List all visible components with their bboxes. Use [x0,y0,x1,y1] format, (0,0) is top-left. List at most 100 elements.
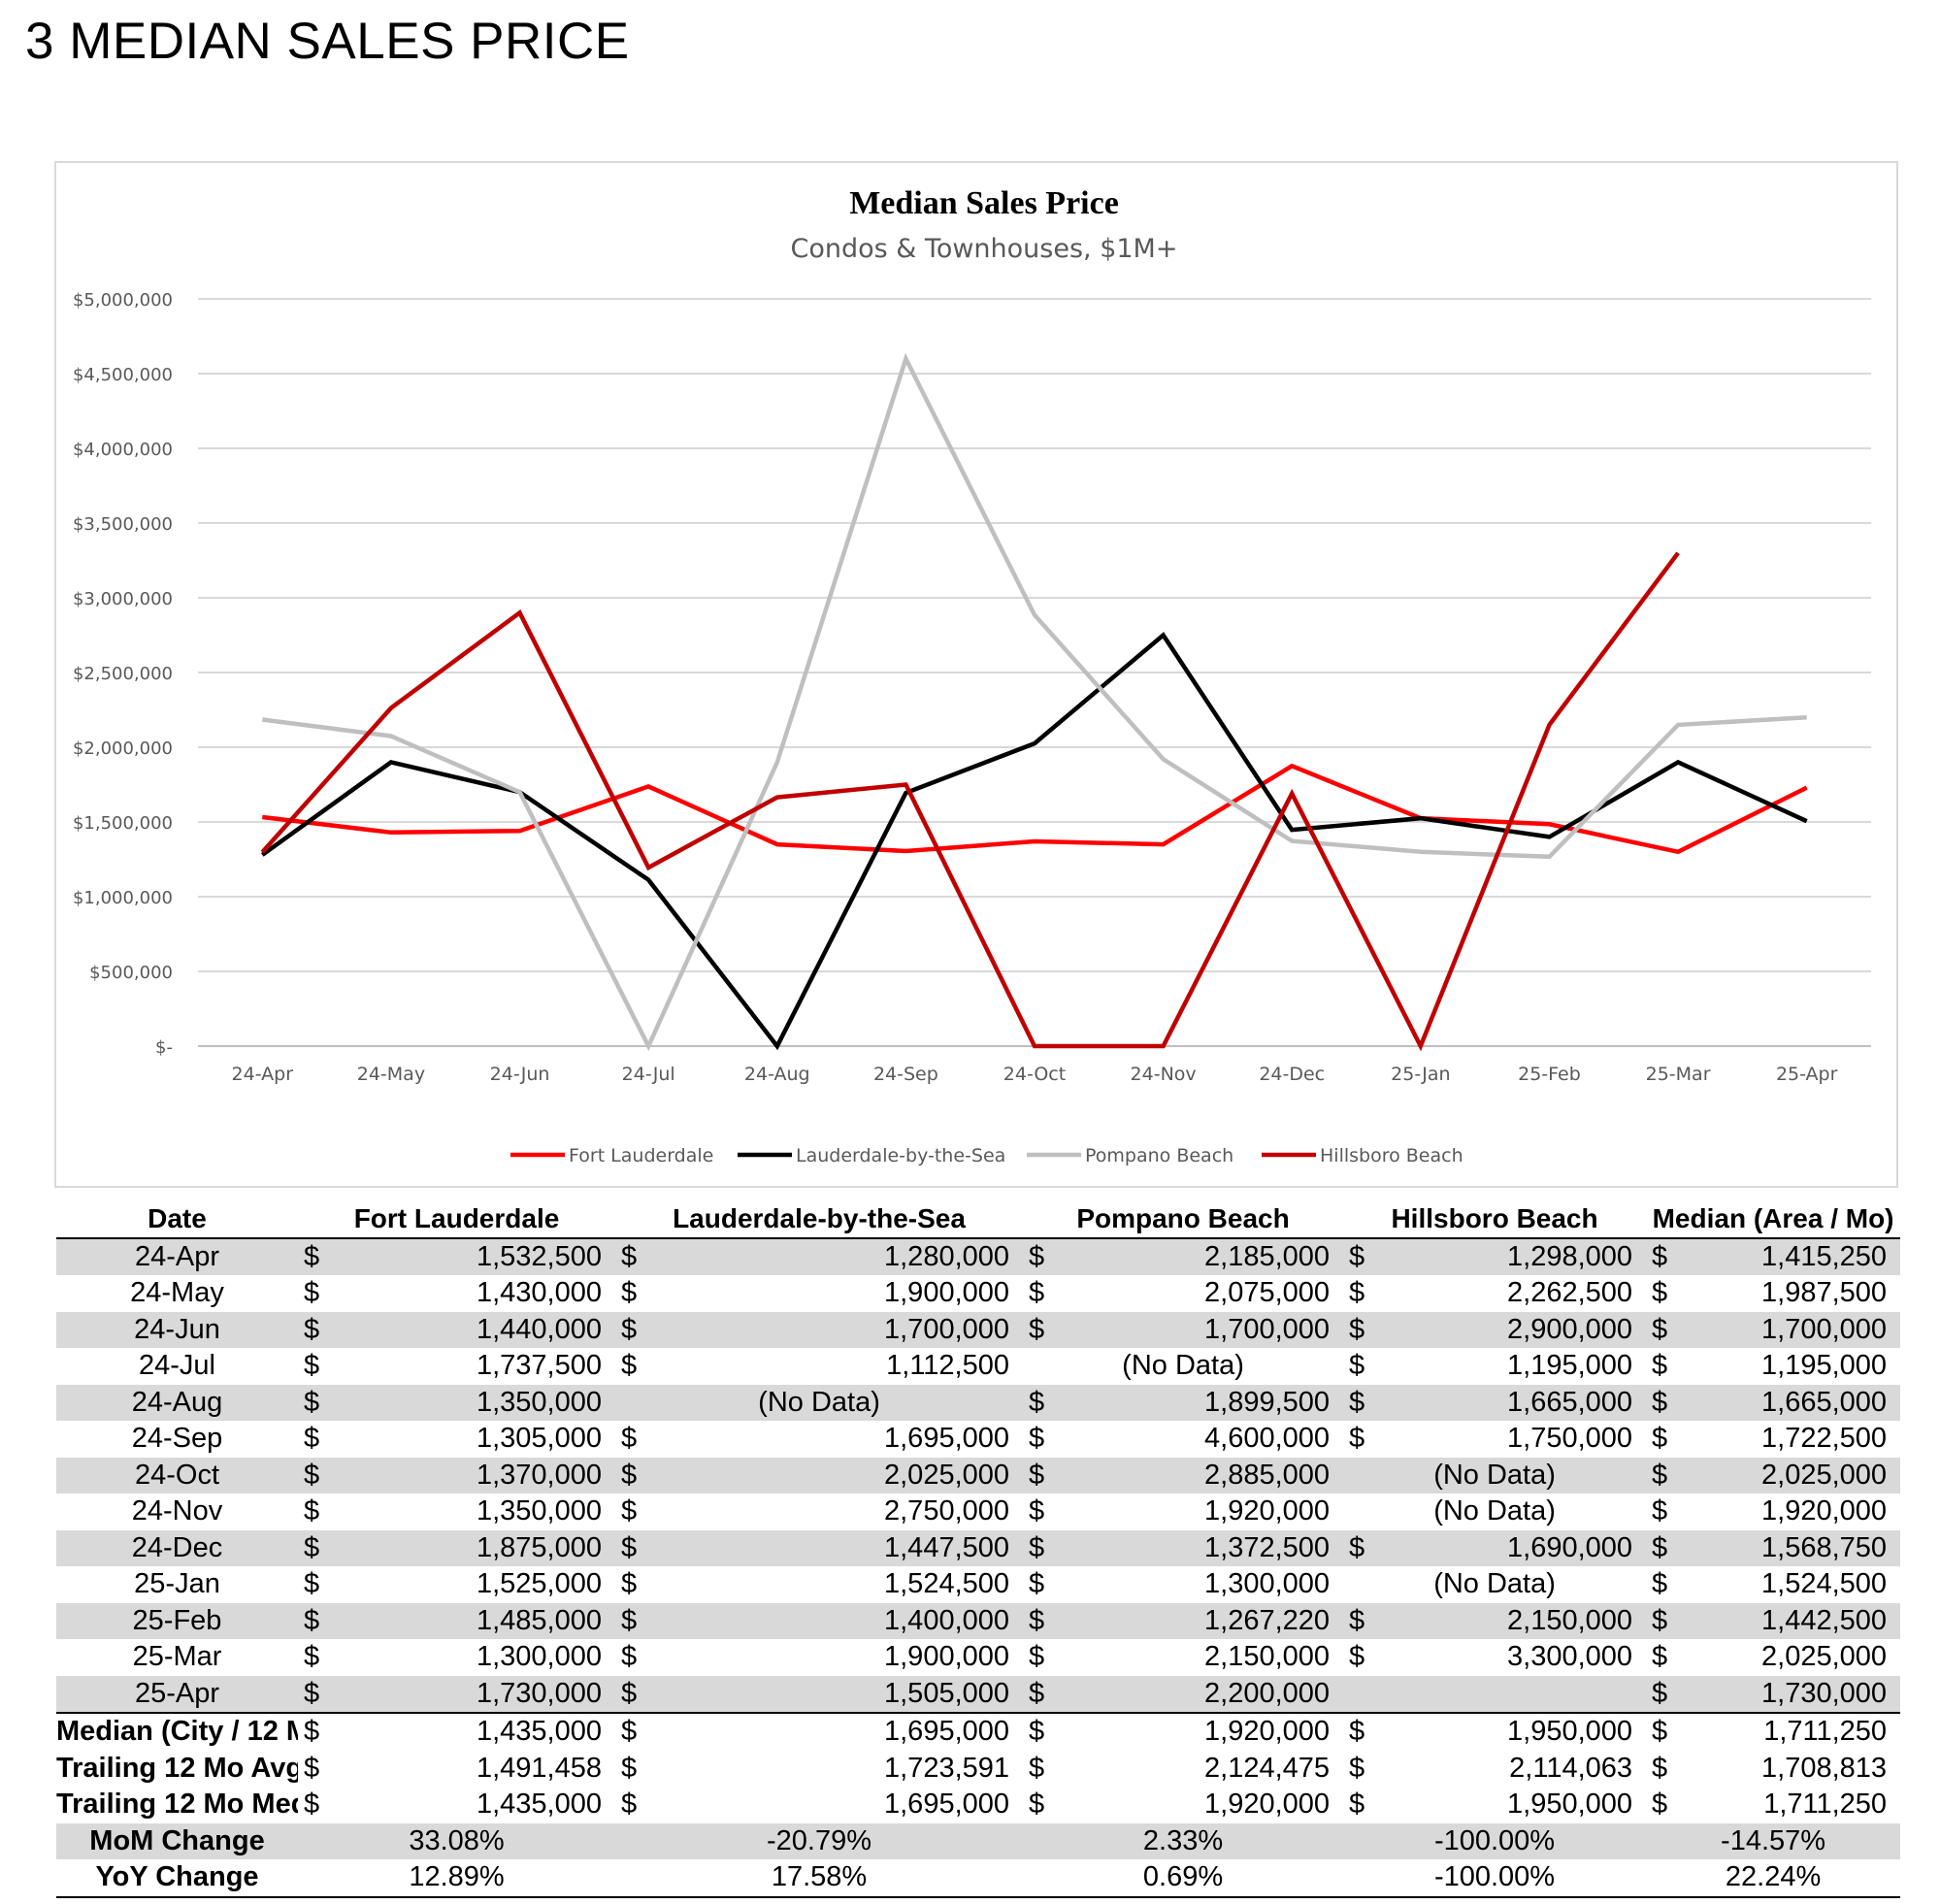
y-tick-label: $500,000 [89,963,173,983]
row-date: 25-Apr [134,1677,220,1709]
row-date: 24-Aug [131,1386,223,1418]
value-cell: 1,730,000 [476,1677,602,1709]
currency-symbol: $ [621,1313,638,1345]
value-cell: 1,700,000 [1761,1313,1888,1345]
header-fort-lauderdale: Fort Lauderdale [353,1203,560,1234]
table-header-row: Date Fort Lauderdale Lauderdale-by-the-S… [56,1200,1901,1238]
currency-symbol: $ [1029,1531,1045,1563]
currency-symbol: $ [1029,1313,1045,1345]
table-row: 25-Feb $1,485,000 $1,400,000 $1,267,220 $2,1… [56,1602,1901,1639]
currency-symbol: $ [1652,1752,1668,1784]
change-row: YoY Change 12.89% 17.58% 0.69% -100.00% 22.24… [56,1859,1901,1897]
currency-symbol: $ [304,1459,320,1491]
change-value: 0.69% [1142,1861,1224,1893]
change-value: 12.89% [409,1861,505,1893]
chart-subtitle: Condos & Townhouses, $1M+ [791,234,1178,264]
value-cell: 1,280,000 [884,1240,1010,1272]
value-cell: 1,350,000 [476,1495,602,1527]
x-tick-label: 24-Jul [622,1064,675,1085]
line-chart: Median Sales Price Condos & Townhouses, … [73,185,1871,1166]
value-cell: 2,885,000 [1204,1459,1331,1491]
value-cell: 1,447,500 [884,1531,1010,1563]
x-tick-label: 24-Dec [1259,1064,1325,1085]
x-tick-label: 24-Aug [744,1064,810,1085]
value-cell: 3,300,000 [1507,1641,1633,1673]
currency-symbol: $ [1029,1386,1045,1418]
value-cell: 1,875,000 [476,1531,602,1563]
row-date: 24-Jul [139,1350,215,1382]
y-tick-label: $3,000,000 [73,589,173,609]
currency-symbol: $ [304,1568,320,1600]
change-value: 2.33% [1142,1824,1224,1856]
value-cell: 1,900,000 [884,1641,1010,1673]
value-cell: 1,700,000 [884,1313,1010,1345]
currency-symbol: $ [1349,1240,1365,1272]
currency-symbol: $ [1029,1677,1045,1709]
currency-symbol: $ [1029,1604,1045,1636]
x-tick-label: 25-Apr [1776,1064,1838,1085]
currency-symbol: $ [1029,1568,1045,1600]
currency-symbol: $ [621,1604,638,1636]
currency-symbol: $ [1652,1716,1668,1748]
row-date: 24-Nov [131,1495,223,1527]
legend-item: Fort Lauderdale [510,1145,713,1166]
series-line-hillsboro-beach [260,551,1680,1052]
currency-symbol: $ [1029,1789,1045,1821]
change-row: MoM Change 33.08% -20.79% 2.33% -100.00% -14.… [56,1822,1901,1859]
value-cell: 1,722,500 [1761,1423,1888,1455]
currency-symbol: $ [1652,1423,1668,1455]
currency-symbol: $ [304,1495,320,1527]
currency-symbol: $ [1652,1459,1668,1491]
table-row: 24-Apr $1,532,500 $1,280,000 $2,185,000 $1,2… [56,1237,1901,1275]
value-cell: 2,185,000 [1204,1240,1331,1272]
value-cell: 2,150,000 [1204,1641,1331,1673]
legend-label: Pompano Beach [1085,1145,1233,1166]
currency-symbol: $ [1652,1641,1668,1673]
currency-symbol: $ [621,1677,638,1709]
value-cell: 1,711,250 [1763,1716,1888,1748]
summary-row: Trailing 12 Mo Med $1,435,000 $1,695,000 $1… [56,1787,1900,1823]
value-cell: 2,200,000 [1204,1677,1331,1709]
value-cell: 1,415,250 [1761,1240,1888,1272]
currency-symbol: $ [621,1531,638,1563]
table-row: 24-Jul $1,737,500 $1,112,500 (No Data) $1,19… [56,1348,1900,1385]
x-tick-label: 25-Mar [1646,1064,1711,1085]
value-cell: 1,723,591 [884,1752,1010,1784]
value-cell: 1,737,500 [476,1350,602,1382]
currency-symbol: $ [1652,1531,1668,1563]
currency-symbol: $ [1349,1350,1365,1382]
change-value: 33.08% [409,1824,505,1856]
value-cell: 1,690,000 [1507,1531,1633,1563]
value-cell: 1,300,000 [1204,1568,1331,1600]
currency-symbol: $ [621,1277,638,1309]
x-tick-label: 24-Nov [1131,1064,1197,1085]
currency-symbol: $ [304,1752,320,1784]
value-cell: 1,112,500 [886,1350,1010,1382]
currency-symbol: $ [1349,1604,1365,1636]
data-table: Date Fort Lauderdale Lauderdale-by-the-S… [56,1200,1901,1898]
value-cell: 1,525,000 [476,1568,602,1600]
currency-symbol: $ [621,1423,638,1455]
value-cell: 1,485,000 [476,1604,602,1636]
currency-symbol: $ [304,1386,320,1418]
y-tick-label: $- [155,1037,173,1058]
currency-symbol: $ [304,1641,320,1673]
value-cell: 4,600,000 [1204,1423,1331,1455]
currency-symbol: $ [1652,1240,1668,1272]
currency-symbol: $ [304,1240,320,1272]
currency-symbol: $ [1652,1568,1668,1600]
gridlines [198,298,1871,1047]
value-cell: 1,195,000 [1507,1350,1633,1382]
value-cell: 1,700,000 [1204,1313,1331,1345]
currency-symbol: $ [304,1716,320,1748]
value-cell: 1,298,000 [1507,1240,1633,1272]
legend-label: Hillsboro Beach [1320,1145,1463,1166]
currency-symbol: $ [1029,1277,1045,1309]
currency-symbol: $ [1652,1277,1668,1309]
value-cell: 2,262,500 [1507,1277,1633,1309]
currency-symbol: $ [1349,1386,1365,1418]
table-row: 25-Apr $1,730,000 $1,505,000 $2,200,000 $1,7… [56,1675,1901,1714]
legend: Fort Lauderdale Lauderdale-by-the-Sea Pomp… [510,1145,1463,1166]
row-date: 25-Feb [132,1604,222,1636]
value-cell [1382,1676,1646,1714]
